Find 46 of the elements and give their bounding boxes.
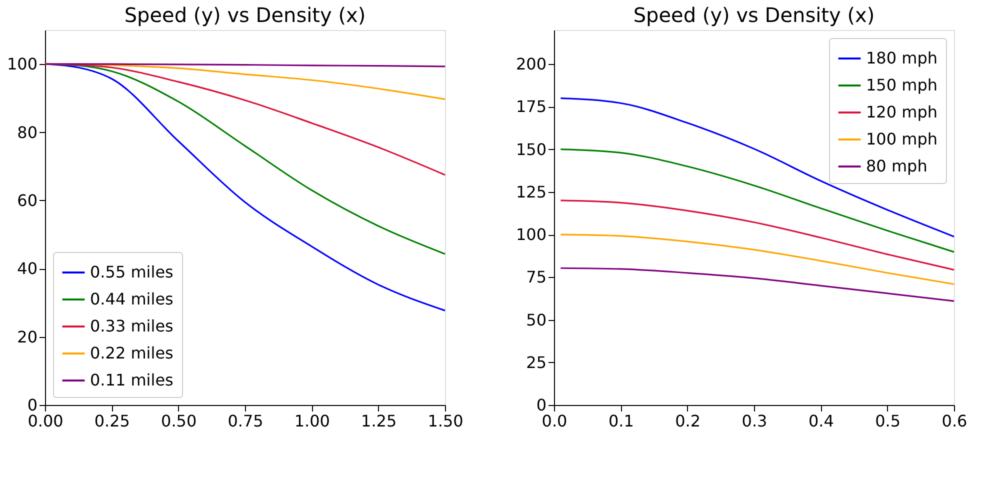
legend-label: 120 mph — [866, 102, 938, 122]
legend-label: 180 mph — [866, 48, 938, 68]
y-tick-label: 25 — [526, 352, 546, 372]
x-tick-label: 0.2 — [675, 412, 701, 430]
legend-label: 0.44 miles — [90, 290, 174, 308]
y-tick-label: 200 — [516, 54, 546, 74]
legend-label: 0.33 miles — [90, 316, 174, 336]
y-tick-label: 0 — [536, 396, 546, 414]
x-tick-label: 0.3 — [742, 412, 768, 430]
y-tick-label: 20 — [17, 327, 38, 346]
x-tick-label: 0.1 — [608, 412, 634, 430]
x-tick-label: 0.4 — [808, 412, 834, 430]
legend-label: 0.55 miles — [90, 262, 174, 282]
line-series — [560, 200, 955, 271]
x-tick-label: 0.00 — [28, 412, 64, 430]
line-series — [560, 148, 955, 253]
x-tick-label: 0.25 — [94, 412, 130, 430]
legend-label: 0.22 miles — [90, 344, 174, 362]
legend-label: 150 mph — [866, 76, 938, 94]
x-tick-label: 0.5 — [875, 412, 901, 430]
y-tick-label: 50 — [526, 310, 546, 330]
y-tick-label: 80 — [17, 122, 38, 142]
y-tick-label: 40 — [17, 259, 38, 278]
y-tick-label: 60 — [17, 190, 38, 210]
x-tick-label: 0.75 — [228, 412, 264, 430]
y-tick-label: 175 — [516, 97, 546, 116]
line-series — [560, 234, 955, 285]
line-series — [560, 97, 955, 238]
x-tick-label: 0.50 — [161, 412, 197, 430]
x-tick-label: 1.50 — [428, 412, 464, 430]
y-tick-label: 100 — [6, 54, 38, 74]
y-tick-label: 125 — [516, 182, 546, 202]
x-tick-label: 0.0 — [542, 412, 568, 430]
chart-title: Speed (y) vs Density (x) — [124, 3, 366, 27]
legend-label: 100 mph — [866, 130, 938, 148]
chart-title: Speed (y) vs Density (x) — [633, 3, 875, 27]
legend-label: 80 mph — [866, 156, 928, 176]
y-tick-label: 0 — [27, 396, 38, 414]
line-series — [560, 267, 955, 302]
x-tick-label: 1.25 — [361, 412, 397, 430]
y-tick-label: 150 — [516, 140, 546, 159]
y-tick-label: 100 — [516, 225, 546, 244]
y-tick-label: 75 — [526, 268, 546, 287]
legend-label: 0.11 miles — [90, 370, 174, 390]
x-tick-label: 0.6 — [942, 412, 968, 430]
x-tick-label: 1.00 — [294, 412, 330, 430]
